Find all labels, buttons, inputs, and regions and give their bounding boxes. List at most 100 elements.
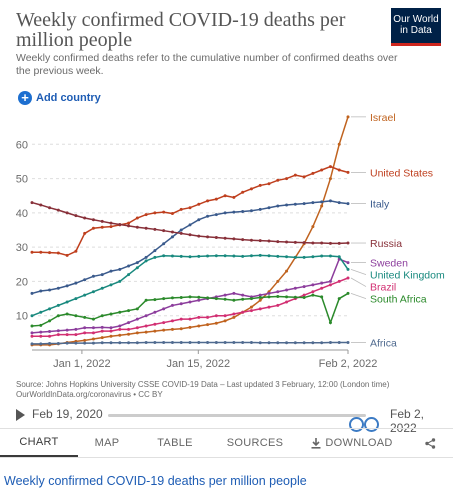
data-point bbox=[109, 329, 113, 333]
data-point bbox=[337, 279, 341, 283]
data-point bbox=[30, 314, 34, 318]
data-point bbox=[285, 300, 289, 304]
data-point bbox=[74, 341, 78, 345]
data-point bbox=[162, 321, 166, 325]
timeline: Feb 19, 2020 Feb 2, 2022 bbox=[16, 405, 441, 435]
data-point bbox=[30, 342, 34, 346]
data-point bbox=[337, 142, 341, 146]
data-point bbox=[162, 229, 166, 233]
data-point bbox=[30, 324, 34, 328]
data-point bbox=[293, 240, 297, 244]
label-connector bbox=[350, 269, 367, 275]
data-point bbox=[127, 273, 131, 277]
data-point bbox=[320, 168, 324, 172]
y-tick-label: 30 bbox=[16, 242, 28, 254]
download-icon bbox=[311, 437, 321, 449]
data-point bbox=[162, 307, 166, 311]
tab-sources[interactable]: SOURCES bbox=[214, 429, 296, 457]
data-point bbox=[135, 307, 139, 311]
data-point bbox=[153, 298, 157, 302]
data-point bbox=[346, 261, 350, 265]
data-point bbox=[320, 254, 324, 258]
data-point bbox=[267, 341, 271, 345]
data-point bbox=[91, 317, 95, 321]
data-point bbox=[206, 340, 210, 344]
data-point bbox=[127, 327, 131, 331]
data-point bbox=[39, 342, 43, 346]
tab-chart[interactable]: CHART bbox=[0, 429, 78, 457]
data-point bbox=[170, 212, 174, 216]
data-point bbox=[285, 288, 289, 292]
data-point bbox=[249, 209, 253, 213]
data-point bbox=[188, 317, 192, 321]
series-end-label: Africa bbox=[370, 337, 397, 349]
data-point bbox=[311, 255, 315, 259]
data-point bbox=[100, 336, 104, 340]
timeline-track[interactable] bbox=[108, 414, 379, 432]
tab-map-label: MAP bbox=[94, 437, 120, 449]
data-point bbox=[276, 240, 280, 244]
data-point bbox=[241, 297, 245, 301]
series-end-label: Israel bbox=[370, 112, 396, 124]
data-point bbox=[293, 202, 297, 206]
data-point bbox=[346, 291, 350, 295]
data-point bbox=[302, 285, 306, 289]
data-point bbox=[144, 340, 148, 344]
data-point bbox=[100, 314, 104, 318]
data-point bbox=[241, 254, 245, 258]
add-country-button[interactable]: + Add country bbox=[18, 90, 101, 106]
data-point bbox=[302, 293, 306, 297]
data-point bbox=[232, 340, 236, 344]
data-point bbox=[135, 216, 139, 220]
data-point bbox=[258, 207, 262, 211]
data-point bbox=[144, 324, 148, 328]
data-point bbox=[118, 333, 122, 337]
data-point bbox=[144, 213, 148, 217]
series-end-label: United States bbox=[370, 167, 433, 179]
data-point bbox=[118, 279, 122, 283]
tab-download[interactable]: DOWNLOAD bbox=[296, 429, 408, 457]
data-point bbox=[109, 283, 113, 287]
data-point bbox=[65, 333, 69, 337]
data-point bbox=[258, 341, 262, 345]
owid-logo[interactable]: Our World in Data bbox=[391, 8, 441, 46]
data-point bbox=[39, 323, 43, 327]
data-point bbox=[135, 261, 139, 265]
data-point bbox=[91, 326, 95, 330]
tab-download-label: DOWNLOAD bbox=[325, 437, 393, 449]
chart-caption-link[interactable]: Weekly confirmed COVID-19 deaths per mil… bbox=[4, 474, 307, 488]
data-point bbox=[223, 194, 227, 198]
data-point bbox=[153, 211, 157, 215]
data-point bbox=[241, 209, 245, 213]
data-point bbox=[30, 201, 34, 205]
tab-map[interactable]: MAP bbox=[78, 429, 136, 457]
data-point bbox=[337, 255, 341, 259]
tab-table[interactable]: TABLE bbox=[136, 429, 214, 457]
data-point bbox=[241, 190, 245, 194]
data-point bbox=[302, 241, 306, 245]
y-tick-label: 10 bbox=[16, 311, 28, 323]
data-point bbox=[100, 273, 104, 277]
data-point bbox=[276, 341, 280, 345]
data-point bbox=[337, 168, 341, 172]
y-tick-label: 20 bbox=[16, 276, 28, 288]
data-point bbox=[206, 315, 210, 319]
data-point bbox=[144, 255, 148, 259]
data-point bbox=[337, 297, 341, 301]
data-point bbox=[258, 183, 262, 187]
data-point bbox=[311, 201, 315, 205]
data-point bbox=[249, 305, 253, 309]
data-point bbox=[83, 293, 87, 297]
tab-share[interactable] bbox=[408, 429, 453, 457]
data-point bbox=[30, 331, 34, 335]
data-point bbox=[188, 300, 192, 304]
data-point bbox=[65, 211, 69, 215]
play-icon[interactable] bbox=[16, 409, 25, 421]
series-end-label: United Kingdom bbox=[370, 270, 445, 282]
data-point bbox=[258, 298, 262, 302]
data-point bbox=[328, 340, 332, 344]
data-point bbox=[144, 330, 148, 334]
chart-subtitle: Weekly confirmed deaths refer to the cum… bbox=[16, 52, 398, 77]
data-point bbox=[135, 341, 139, 345]
data-point bbox=[91, 341, 95, 345]
